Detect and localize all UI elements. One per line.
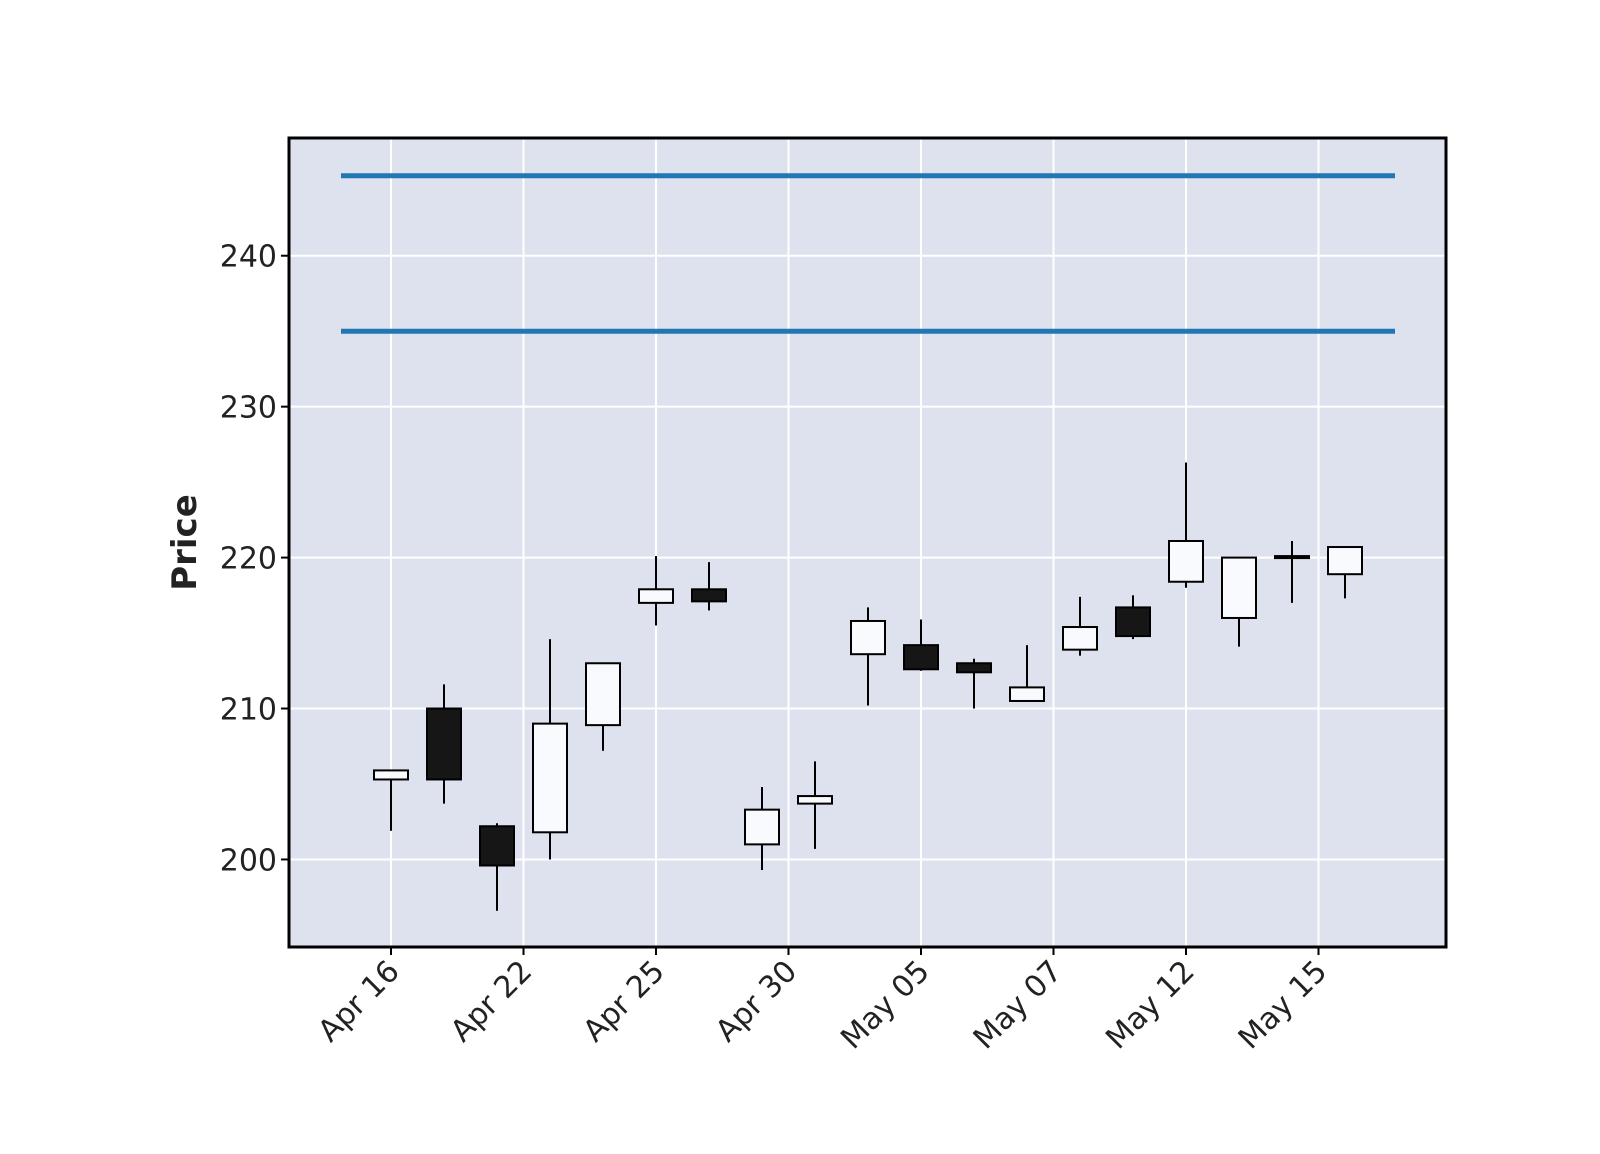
x-axis-ticks: Apr 16 Apr 22 Apr 25 Apr 30 May 05 May 07 May … <box>311 947 1334 1056</box>
x-tick-label: Apr 25 <box>576 954 671 1049</box>
candle <box>1115 595 1151 640</box>
candle <box>585 662 621 751</box>
candle-body <box>1274 555 1310 560</box>
candle-body <box>638 588 674 604</box>
candle <box>638 556 674 626</box>
candle <box>744 787 780 871</box>
y-tick-label: 200 <box>220 843 277 878</box>
candle-body <box>1009 686 1045 702</box>
x-tick-label: Apr 22 <box>444 954 539 1049</box>
grid-lines <box>289 138 1446 947</box>
candle <box>850 607 886 706</box>
candle-body <box>956 662 992 674</box>
candle <box>532 639 568 860</box>
candle-body <box>1221 556 1257 619</box>
x-tick-label: Apr 30 <box>709 954 804 1049</box>
candle <box>1221 556 1257 647</box>
candle <box>1062 596 1098 656</box>
candle-body <box>532 722 568 834</box>
candles <box>373 462 1363 911</box>
y-tick-label: 230 <box>220 391 277 426</box>
candle <box>797 761 833 849</box>
horizontal-lines <box>341 173 1395 334</box>
candle-body <box>373 769 409 781</box>
candle <box>373 769 409 831</box>
y-tick-label: 220 <box>220 542 277 577</box>
candle-body <box>426 707 462 781</box>
candle <box>1168 462 1204 588</box>
candle-body <box>903 644 939 671</box>
y-tick-label: 210 <box>220 693 277 728</box>
y-axis-label: Price <box>165 494 205 591</box>
candle-body <box>1327 546 1363 576</box>
candle <box>426 684 462 804</box>
candle <box>1327 546 1363 599</box>
candle-body <box>691 588 727 603</box>
candle <box>903 619 939 671</box>
candle <box>1009 645 1045 702</box>
candle-body <box>797 795 833 805</box>
candle-body <box>1062 626 1098 651</box>
candle-body <box>1115 606 1151 638</box>
candle <box>691 562 727 611</box>
x-tick-label: May 12 <box>1099 954 1201 1056</box>
candle-body <box>585 662 621 727</box>
y-axis-ticks: 200 210 220 230 240 <box>220 240 289 878</box>
candle-body <box>479 825 515 867</box>
candle <box>1274 540 1310 603</box>
x-tick-label: May 05 <box>834 954 936 1056</box>
x-tick-label: Apr 16 <box>311 954 406 1049</box>
plot-background <box>289 138 1446 947</box>
x-tick-label: May 15 <box>1232 954 1334 1056</box>
candle <box>479 823 515 911</box>
candle-body <box>744 808 780 846</box>
candle <box>956 658 992 709</box>
candle-body <box>850 619 886 656</box>
plot-frame <box>287 136 1448 949</box>
y-tick-label: 240 <box>220 240 277 275</box>
candle-body <box>1168 539 1204 583</box>
x-tick-label: May 07 <box>967 954 1069 1056</box>
